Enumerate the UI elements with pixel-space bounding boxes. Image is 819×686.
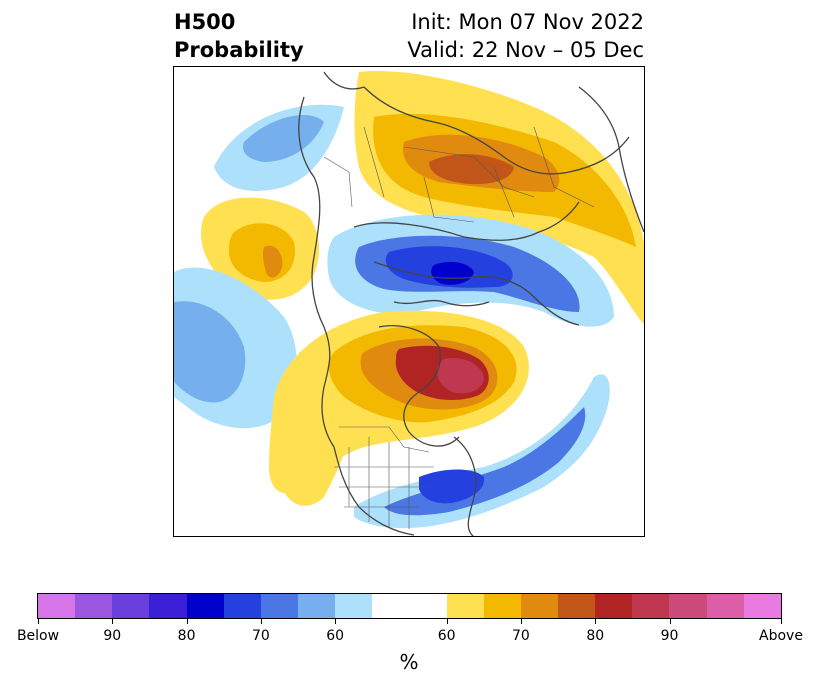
color-scale-segment bbox=[38, 594, 76, 618]
color-scale-tick bbox=[335, 619, 337, 624]
map-canvas bbox=[174, 71, 644, 536]
anomaly-eastern-us-cold bbox=[354, 374, 610, 529]
color-scale-tick-label: 80 bbox=[586, 628, 605, 644]
color-scale-segment bbox=[372, 594, 447, 618]
init-date: Init: Mon 07 Nov 2022 bbox=[411, 10, 644, 34]
color-scale-tick-label: 90 bbox=[660, 628, 679, 644]
anomaly-pacific-warm bbox=[200, 197, 319, 300]
color-scale-segment bbox=[446, 594, 484, 618]
color-scale-segment bbox=[186, 594, 224, 618]
color-scale-unit: % bbox=[399, 650, 419, 674]
color-scale-segment bbox=[75, 594, 113, 618]
color-scale-tick-label: 90 bbox=[103, 628, 122, 644]
color-scale-bar bbox=[37, 593, 782, 619]
anomaly-arctic-cold bbox=[327, 214, 614, 327]
probability-map bbox=[173, 66, 645, 537]
color-scale-tick bbox=[112, 619, 114, 624]
color-scale-tick-label: 70 bbox=[251, 628, 270, 644]
political-borders bbox=[323, 126, 595, 529]
anomaly-central-pacific-cold bbox=[174, 267, 297, 429]
color-scale-tick bbox=[669, 619, 671, 624]
map-dates: Init: Mon 07 Nov 2022 Valid: 22 Nov – 05… bbox=[407, 8, 644, 64]
color-scale-tick-label: 60 bbox=[326, 628, 345, 644]
color-scale-tick-label: Above bbox=[759, 628, 803, 644]
color-scale-tick bbox=[446, 619, 448, 624]
color-scale-tick bbox=[186, 619, 188, 624]
color-scale-segment bbox=[669, 594, 707, 618]
color-scale-tick bbox=[595, 619, 597, 624]
color-scale-tick bbox=[38, 619, 39, 624]
color-scale-tick bbox=[520, 619, 522, 624]
color-scale-segment bbox=[112, 594, 150, 618]
anomaly-alaska-blue bbox=[214, 104, 344, 191]
color-scale-segment bbox=[706, 594, 744, 618]
anomaly-west-coast-warm bbox=[277, 403, 350, 506]
color-scale-segment bbox=[595, 594, 633, 618]
map-title: H500 Probability bbox=[174, 8, 304, 64]
color-scale-tick-label: 70 bbox=[512, 628, 530, 644]
color-scale-segment bbox=[632, 594, 670, 618]
color-scale-tick-label: 60 bbox=[437, 628, 456, 644]
color-scale-segment bbox=[743, 594, 781, 618]
valid-range: Valid: 22 Nov – 05 Dec bbox=[407, 38, 644, 62]
color-scale-tick bbox=[260, 619, 262, 624]
color-scale-segment bbox=[520, 594, 558, 618]
color-scale-tick-label: 80 bbox=[177, 628, 196, 644]
color-scale-tick-label: Below bbox=[16, 628, 60, 644]
title-variable: H500 bbox=[174, 10, 236, 34]
color-scale-segment bbox=[223, 594, 261, 618]
color-scale-segment bbox=[483, 594, 521, 618]
color-scale-segment bbox=[260, 594, 298, 618]
color-scale-tick bbox=[781, 619, 782, 624]
title-type: Probability bbox=[174, 38, 304, 62]
color-scale-segment bbox=[557, 594, 596, 618]
color-scale-segment bbox=[335, 594, 373, 618]
coastlines bbox=[298, 71, 644, 536]
color-scale-segment bbox=[149, 594, 187, 618]
color-scale-segment bbox=[297, 594, 336, 618]
